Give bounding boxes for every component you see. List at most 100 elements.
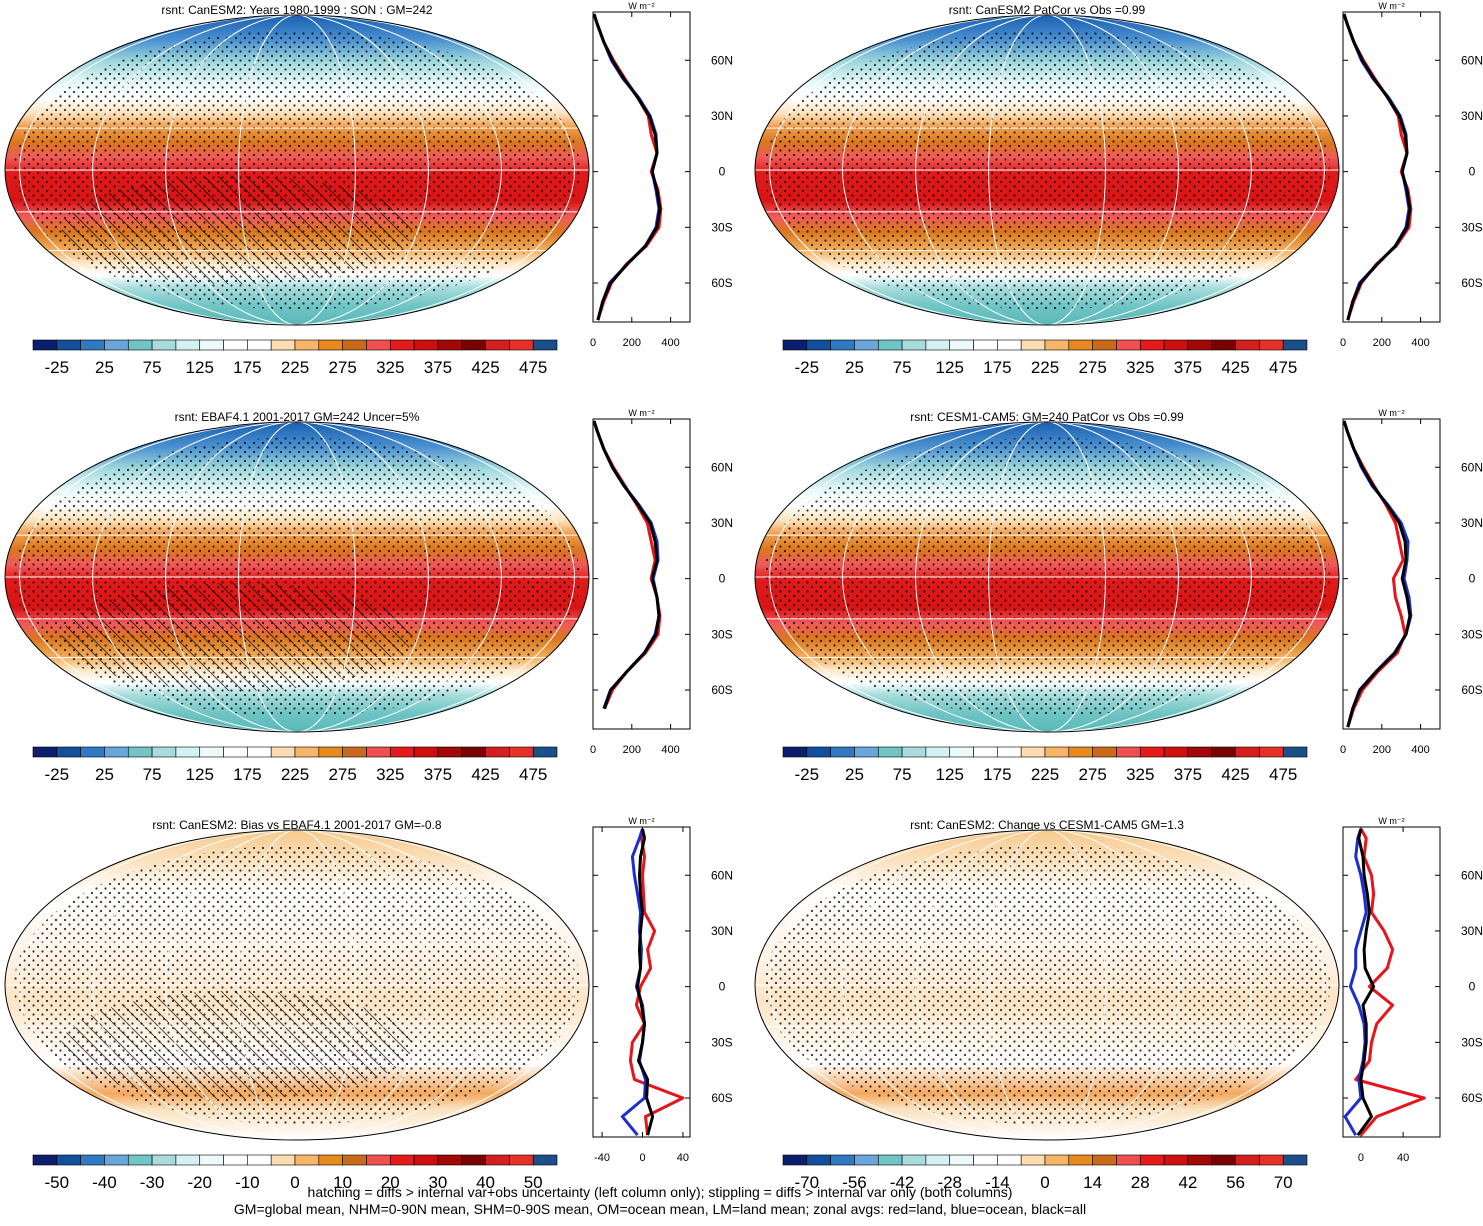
colorbar-box bbox=[199, 746, 224, 758]
x-tick-label: 400 bbox=[1411, 744, 1429, 756]
panel-title: rsnt: CESM1-CAM5: GM=240 PatCor vs Obs =… bbox=[910, 410, 1184, 424]
colorbar-box bbox=[461, 1154, 486, 1166]
x-tick-label: 400 bbox=[1411, 337, 1429, 349]
hatching bbox=[61, 990, 413, 1100]
map-outline bbox=[754, 421, 1340, 733]
colorbar-box bbox=[413, 746, 439, 758]
colorbar-box bbox=[151, 746, 177, 758]
colorbar-box bbox=[366, 1154, 391, 1166]
units-label: W m⁻² bbox=[628, 408, 654, 418]
colorbar-box bbox=[1020, 746, 1046, 758]
panel-title: rsnt: CanESM2: Years 1980-1999 : SON : G… bbox=[161, 3, 432, 17]
colorbar-label: 14 bbox=[1083, 1173, 1102, 1192]
colorbar-label: 225 bbox=[281, 765, 309, 784]
colorbar-box bbox=[830, 1154, 855, 1166]
colorbar-box bbox=[80, 746, 105, 758]
colorbar-box bbox=[151, 339, 177, 351]
colorbar-label: 325 bbox=[376, 765, 404, 784]
x-tick-label: 0 bbox=[639, 1152, 645, 1164]
zonal-line bbox=[592, 13, 662, 321]
colorbar-box bbox=[342, 1154, 367, 1166]
colorbar-box bbox=[1068, 1154, 1093, 1166]
colorbar-box bbox=[925, 746, 951, 758]
colorbar-box bbox=[997, 1154, 1022, 1166]
zonal-line bbox=[1342, 13, 1411, 321]
zonal-line bbox=[1354, 828, 1426, 1137]
colorbar-box bbox=[854, 339, 879, 351]
colorbar-box bbox=[294, 1154, 320, 1166]
colorbar-box bbox=[509, 1154, 534, 1166]
x-tick-label: 200 bbox=[1373, 744, 1391, 756]
x-tick-label: 0 bbox=[590, 744, 596, 756]
colorbar-label: 375 bbox=[1174, 765, 1202, 784]
colorbar-label: -28 bbox=[937, 1173, 962, 1192]
colorbar-box bbox=[1211, 339, 1236, 351]
map-outline bbox=[4, 829, 590, 1141]
x-tick-label: 40 bbox=[1397, 1152, 1409, 1164]
colorbar-label: 20 bbox=[381, 1173, 400, 1192]
y-tick-label: 30S bbox=[711, 627, 732, 641]
colorbar-label: 25 bbox=[95, 765, 114, 784]
y-tick-label: 60N bbox=[711, 53, 733, 67]
colorbar-box bbox=[318, 1154, 343, 1166]
colorbar-box bbox=[925, 1154, 951, 1166]
colorbar-box bbox=[949, 746, 974, 758]
colorbar-box bbox=[294, 339, 320, 351]
colorbar-label: 56 bbox=[1226, 1173, 1245, 1192]
colorbar-box bbox=[1044, 1154, 1070, 1166]
colorbar-box bbox=[1116, 339, 1141, 351]
y-tick-label: 30N bbox=[1461, 109, 1483, 123]
colorbar-box bbox=[270, 746, 296, 758]
colorbar-box bbox=[485, 339, 510, 351]
colorbar-box bbox=[1092, 746, 1117, 758]
colorbar-label: 175 bbox=[983, 358, 1011, 377]
colorbar-box bbox=[854, 746, 879, 758]
colorbar-box bbox=[973, 1154, 998, 1166]
colorbar-box bbox=[104, 1154, 129, 1166]
colorbar-box bbox=[1116, 1154, 1141, 1166]
map-outline bbox=[754, 829, 1340, 1141]
colorbar-box bbox=[247, 1154, 272, 1166]
y-tick-label: 60S bbox=[711, 683, 732, 697]
colorbar-box bbox=[485, 746, 510, 758]
colorbar-label: 75 bbox=[143, 765, 162, 784]
y-tick-label: 30S bbox=[1461, 627, 1482, 641]
zonal-line bbox=[636, 828, 655, 1136]
panel-title: rsnt: CanESM2 PatCor vs Obs =0.99 bbox=[949, 3, 1146, 17]
colorbar-box bbox=[1259, 746, 1284, 758]
zonal-line bbox=[1342, 13, 1412, 321]
y-tick-label: 30S bbox=[711, 220, 732, 234]
colorbar-box bbox=[830, 746, 855, 758]
colorbar-box bbox=[437, 339, 463, 351]
colorbar-box bbox=[1139, 1154, 1165, 1166]
colorbar-label: 275 bbox=[328, 358, 356, 377]
colorbar-box bbox=[270, 339, 296, 351]
colorbar-label: -25 bbox=[795, 358, 820, 377]
colorbar-box bbox=[437, 1154, 463, 1166]
colorbar-label: 10 bbox=[333, 1173, 352, 1192]
colorbar-box bbox=[830, 339, 855, 351]
colorbar-box bbox=[389, 339, 415, 351]
colorbar-label: -25 bbox=[45, 358, 70, 377]
zonal-line bbox=[592, 13, 663, 321]
colorbar-label: -14 bbox=[985, 1173, 1010, 1192]
colorbar-label: 25 bbox=[845, 358, 864, 377]
colorbar-box bbox=[1235, 746, 1260, 758]
colorbar-label: -25 bbox=[795, 765, 820, 784]
x-tick-label: 0 bbox=[1340, 744, 1346, 756]
y-tick-label: 60N bbox=[711, 868, 733, 882]
colorbar-box bbox=[127, 1154, 153, 1166]
colorbar-box bbox=[806, 339, 831, 351]
colorbar-label: 325 bbox=[1126, 765, 1154, 784]
y-tick-label: 30S bbox=[1461, 1035, 1482, 1049]
y-tick-label: 30S bbox=[711, 1035, 732, 1049]
units-label: W m⁻² bbox=[1378, 1, 1404, 11]
colorbar-box bbox=[175, 339, 201, 351]
colorbar-box bbox=[901, 1154, 927, 1166]
colorbar-box bbox=[1163, 339, 1189, 351]
colorbar-box bbox=[877, 339, 903, 351]
colorbar-box bbox=[782, 339, 808, 351]
colorbar-box bbox=[223, 746, 248, 758]
zonal-frame bbox=[592, 11, 691, 323]
